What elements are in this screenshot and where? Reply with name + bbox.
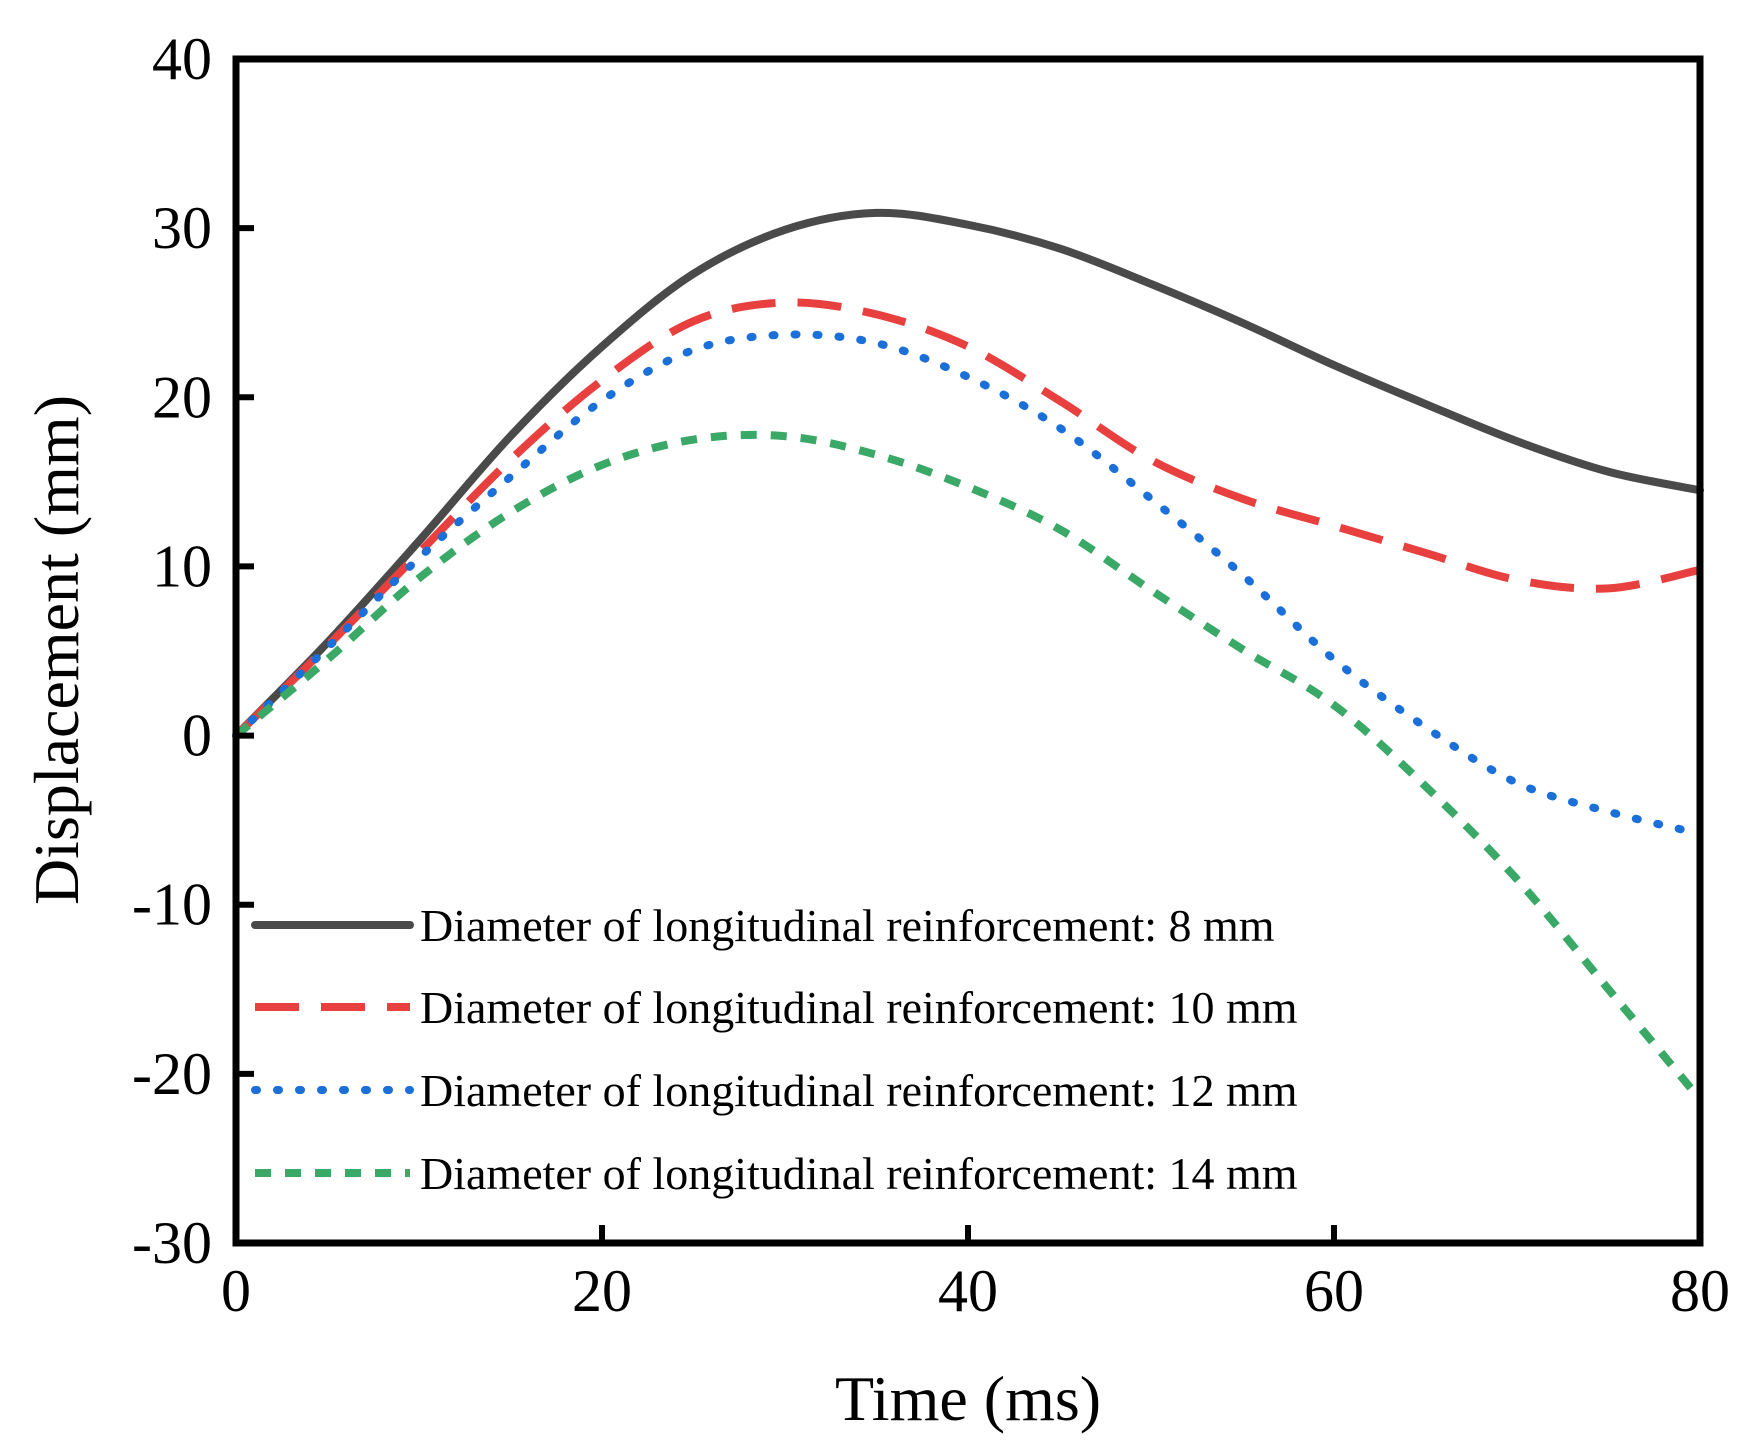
y-tick-label: 20: [152, 364, 212, 430]
x-tick-label: 0: [221, 1258, 251, 1324]
y-axis-title: Displacement (mm): [21, 395, 92, 905]
tick-layer: 0 20 40 60 80 -30 -20 -10 0 10 20 30 40: [132, 26, 1730, 1324]
series-line-4: [233, 430, 1704, 1102]
x-tick-label: 80: [1670, 1258, 1730, 1324]
legend-label-4: Diameter of longitudinal reinforcement: …: [420, 1148, 1298, 1199]
series-line-2: [233, 298, 1701, 739]
x-axis-title: Time (ms): [835, 1363, 1101, 1434]
y-tick-label: 0: [182, 703, 212, 769]
y-tick-label: 10: [152, 533, 212, 599]
x-tick-label: 60: [1304, 1258, 1364, 1324]
series-layer: [232, 208, 1704, 1102]
y-tick-label: -20: [132, 1041, 212, 1107]
x-tick-label: 40: [938, 1258, 998, 1324]
legend-label-3: Diameter of longitudinal reinforcement: …: [420, 1065, 1298, 1116]
legend-label-2: Diameter of longitudinal reinforcement: …: [420, 982, 1298, 1033]
y-tick-label: 30: [152, 195, 212, 261]
y-tick-label: -10: [132, 872, 212, 938]
x-tick-label: 20: [572, 1258, 632, 1324]
y-tick-label: -30: [132, 1210, 212, 1276]
series-line-3: [232, 330, 1704, 838]
legend: Diameter of longitudinal reinforcement: …: [251, 900, 1298, 1199]
legend-label-1: Diameter of longitudinal reinforcement: …: [420, 900, 1275, 951]
y-tick-label: 40: [152, 26, 212, 92]
plot-frame: [232, 55, 1704, 1247]
series-line-1: [232, 208, 1704, 740]
